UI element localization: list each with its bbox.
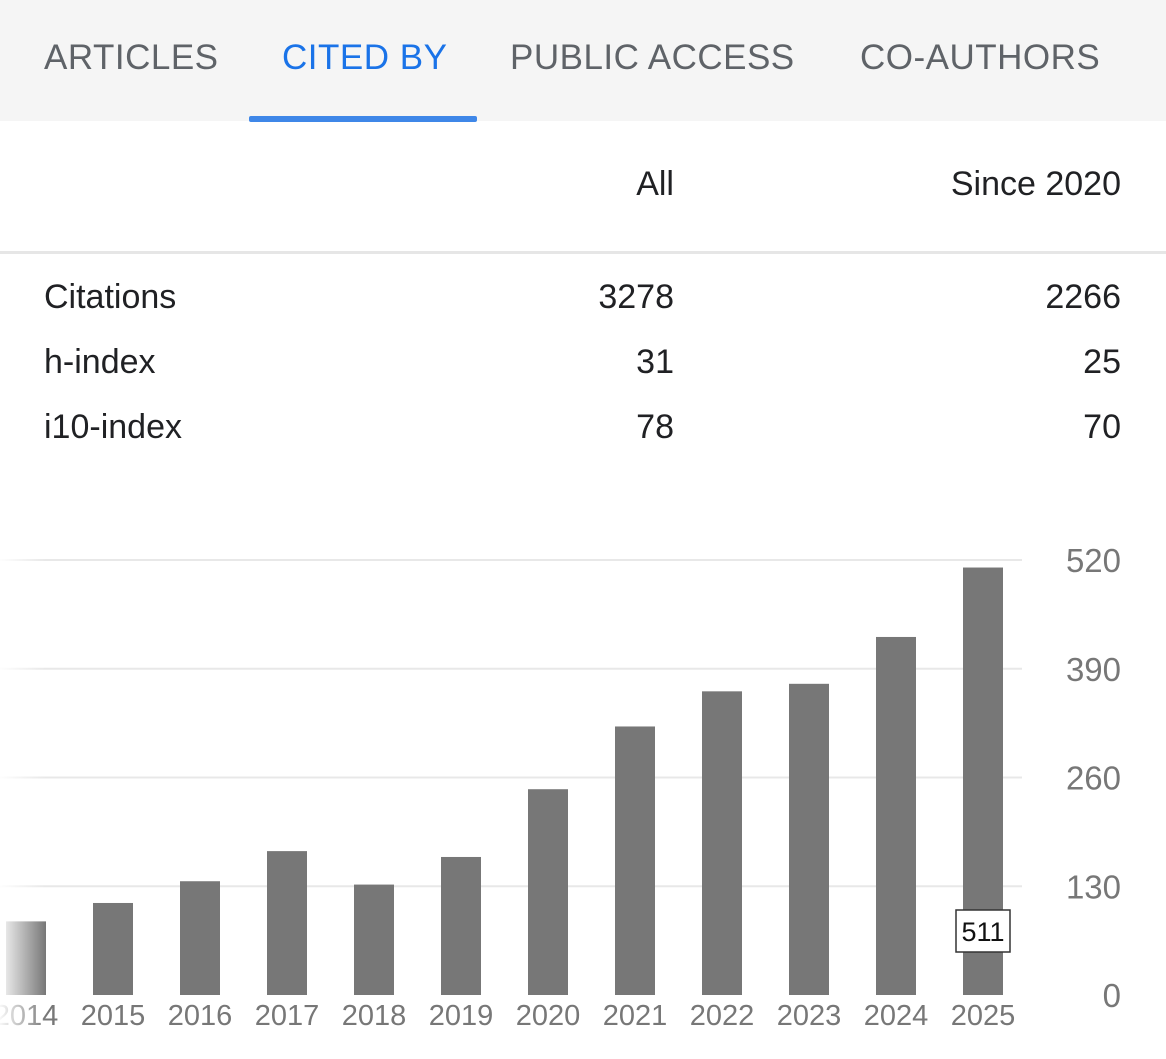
column-header-since: Since 2020 [950, 165, 1121, 203]
stat-value-all: 31 [636, 343, 674, 381]
tab-public-access[interactable]: PUBLIC ACCESS [510, 38, 795, 77]
x-tick-label: 2025 [951, 1000, 1016, 1032]
bar-2019 [441, 856, 481, 995]
y-tick-label: 390 [1066, 651, 1121, 688]
stat-label: h-index [44, 343, 156, 381]
stat-row-h-index: h-index 31 25 [0, 343, 1166, 403]
bar-value-tooltip [955, 909, 1011, 953]
x-tick-label: 2021 [603, 1000, 668, 1032]
stat-row-i10-index: i10-index 78 70 [0, 408, 1166, 468]
bar-2016 [180, 881, 220, 995]
stats-table-header: All Since 2020 [0, 121, 1166, 253]
tab-bar: ARTICLES CITED BY PUBLIC ACCESS CO-AUTHO… [0, 0, 1166, 122]
y-tick-label: 130 [1066, 868, 1121, 905]
x-tick-label: 2015 [81, 1000, 146, 1032]
x-tick-label: 2022 [690, 1000, 755, 1032]
stat-value-since: 70 [1083, 408, 1121, 446]
bar-2022 [702, 691, 742, 995]
stat-value-all: 78 [636, 408, 674, 446]
y-tick-label: 520 [1066, 542, 1121, 579]
y-tick-label: 260 [1066, 760, 1121, 797]
stat-row-citations: Citations 3278 2266 [0, 278, 1166, 338]
bar-2018 [354, 884, 394, 995]
bar-2014 [6, 921, 46, 995]
stat-value-since: 25 [1083, 343, 1121, 381]
bar-2015 [93, 902, 133, 995]
stat-value-since: 2266 [1045, 278, 1121, 316]
x-tick-label: 2019 [429, 1000, 494, 1032]
active-tab-indicator [249, 116, 477, 122]
stat-value-all: 3278 [598, 278, 674, 316]
x-tick-label: 2017 [255, 1000, 320, 1032]
stat-label: i10-index [44, 408, 182, 446]
stats-divider [0, 251, 1166, 254]
citations-per-year-chart: 0 130 260 390 520 2014 2015 2016 2017 2018 2019 202… [0, 542, 1121, 1032]
tab-co-authors[interactable]: CO-AUTHORS [860, 38, 1101, 77]
bar-2017 [267, 851, 307, 995]
tab-articles[interactable]: ARTICLES [44, 38, 219, 77]
x-tick-label: 2014 [0, 1000, 58, 1032]
tooltip-label: 511 [961, 917, 1004, 947]
y-tick-label: 0 [1103, 977, 1121, 1014]
x-tick-label: 2018 [342, 1000, 407, 1032]
x-tick-label: 2016 [168, 1000, 233, 1032]
column-header-all: All [636, 165, 674, 203]
bar-2023 [789, 683, 829, 995]
stat-label: Citations [44, 278, 177, 316]
x-tick-label: 2020 [516, 1000, 581, 1032]
x-tick-label: 2024 [864, 1000, 929, 1032]
bar-2024 [876, 636, 916, 995]
tab-cited-by[interactable]: CITED BY [282, 38, 448, 77]
bar-2021 [615, 726, 655, 995]
bar-2020 [528, 789, 568, 995]
x-tick-label: 2023 [777, 1000, 842, 1032]
